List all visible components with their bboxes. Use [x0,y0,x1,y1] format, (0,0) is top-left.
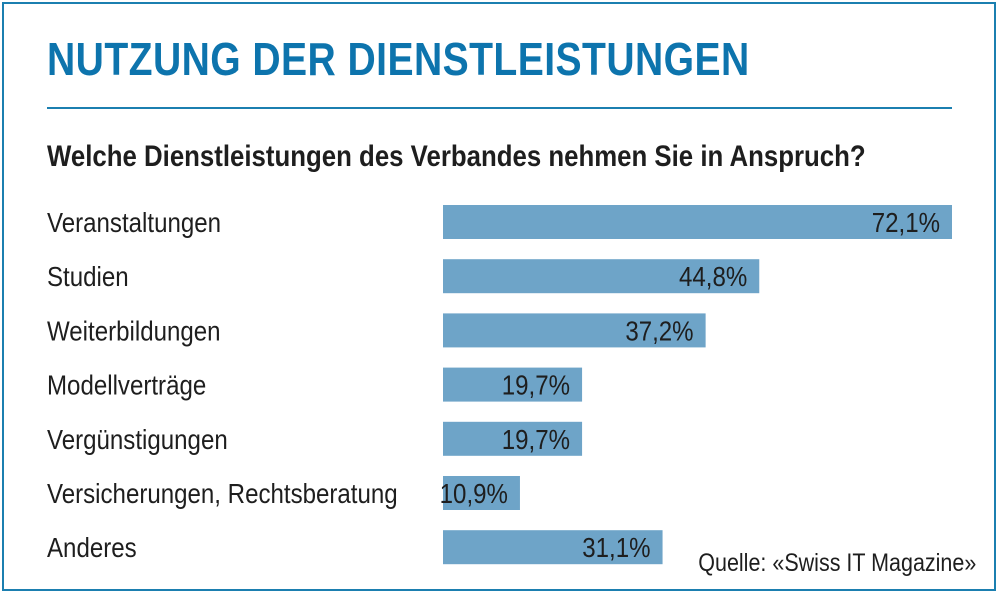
value-label: 31,1% [582,531,650,563]
value-label: 37,2% [625,315,693,347]
value-label: 72,1% [872,206,940,238]
bar-2 [443,313,706,348]
category-label: Versicherungen, Rechtsberatung [47,477,398,509]
chart-question: Welche Dienstleistungen des Verbandes ne… [47,140,866,173]
source-note: Quelle: «Swiss IT Magazine» [697,549,976,577]
category-label: Weiterbildungen [47,315,221,347]
bar-3 [443,367,583,402]
value-label: 19,7% [502,423,570,455]
category-label: Studien [47,260,129,292]
value-label: 44,8% [679,260,747,292]
value-label: 19,7% [502,369,570,401]
bar-1 [443,259,760,294]
category-label: Modellverträge [47,369,206,401]
bar-4 [443,421,583,456]
category-label: Vergünstigungen [47,423,228,455]
value-label: 10,9% [440,477,508,509]
page-title: NUTZUNG DER DIENSTLEISTUNGEN [47,33,750,85]
bar-5 [443,476,520,510]
title-divider [47,107,952,109]
category-label: Veranstaltungen [47,206,221,238]
bar-0 [443,205,952,239]
bar-6 [443,530,663,565]
category-label: Anderes [47,531,137,563]
